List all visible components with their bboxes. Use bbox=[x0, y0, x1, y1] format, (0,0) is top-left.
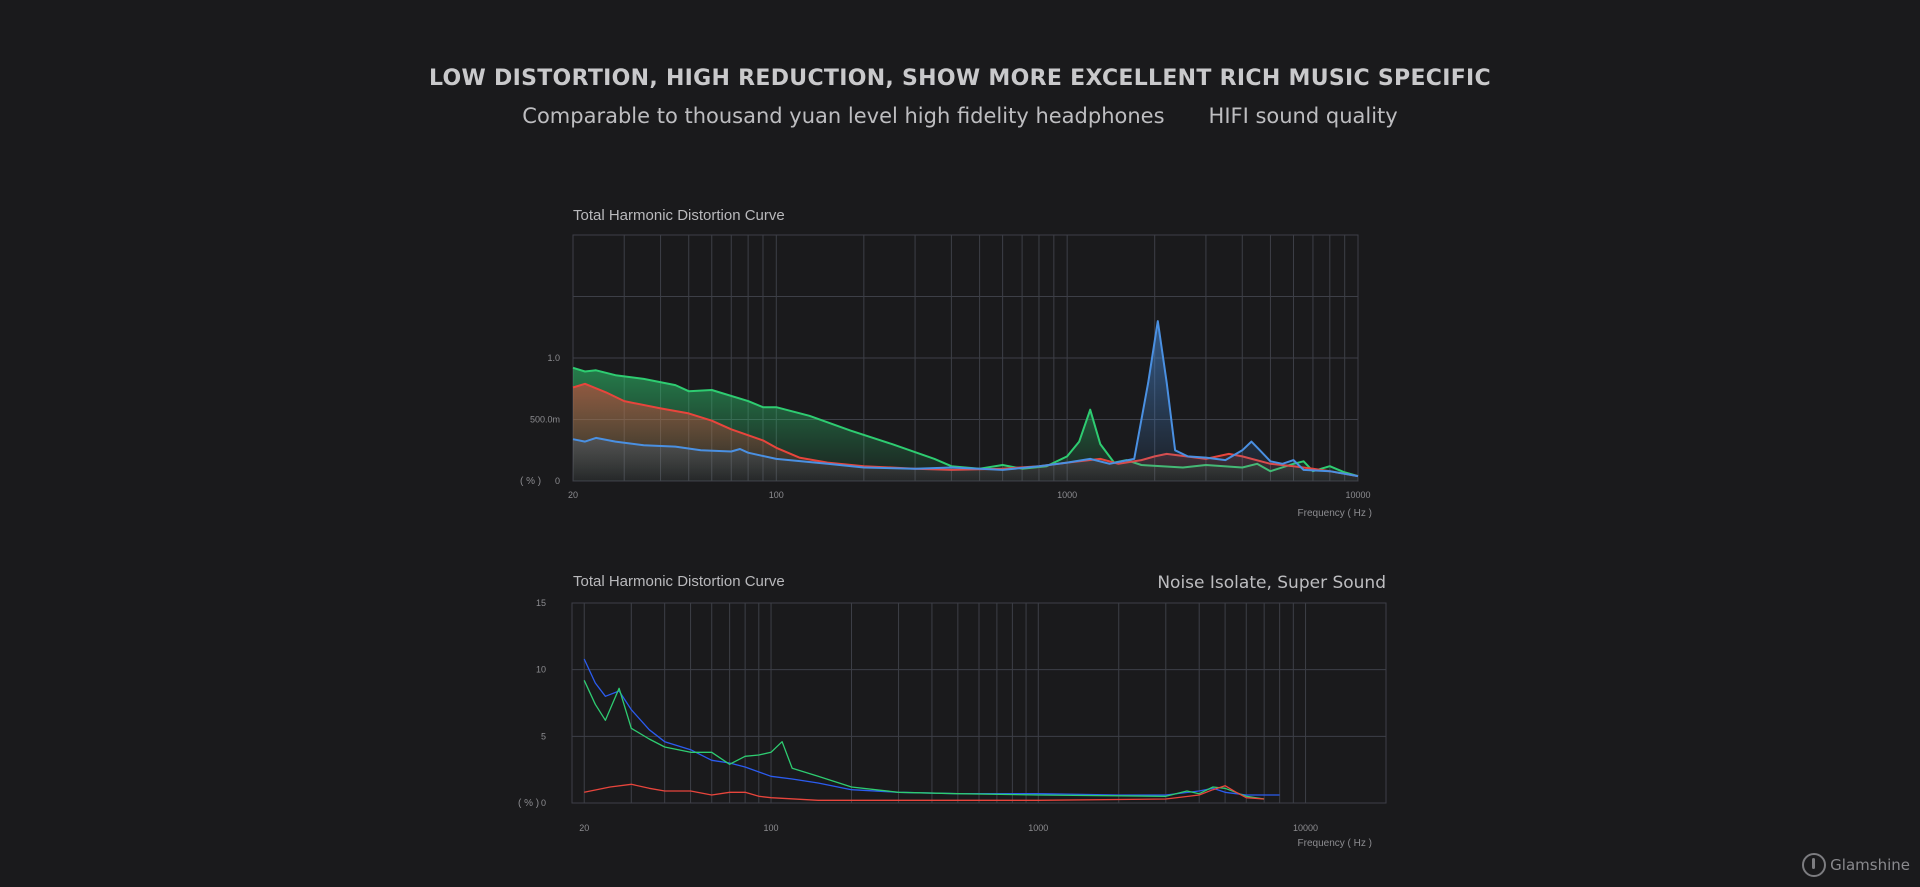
chart-title: Total Harmonic Distortion Curve bbox=[573, 207, 785, 224]
x-tick-label: 100 bbox=[769, 490, 784, 500]
x-tick-label: 100 bbox=[764, 823, 779, 833]
x-tick-label: 20 bbox=[579, 823, 589, 833]
series-line-blue bbox=[572, 320, 1359, 478]
y-tick-label: 15 bbox=[536, 598, 546, 608]
series-line-red bbox=[584, 783, 1265, 801]
x-tick-label: 20 bbox=[568, 490, 578, 500]
brand-logo: Glamshine bbox=[1802, 853, 1910, 877]
y-axis-label: ( % ) bbox=[518, 798, 539, 809]
subline-left: Comparable to thousand yuan level high f… bbox=[522, 104, 1165, 128]
y-tick-label: 0 bbox=[541, 798, 546, 808]
thd-chart-lower: Total Harmonic Distortion Curve Noise Iso… bbox=[518, 573, 1387, 849]
thd-chart-upper: Total Harmonic Distortion Curve 20 100 1000… bbox=[520, 207, 1372, 519]
headphone-note-icon bbox=[1802, 853, 1827, 877]
subline: Comparable to thousand yuan level high f… bbox=[0, 104, 1920, 128]
y-axis-label: ( % ) bbox=[520, 476, 541, 487]
x-tick-label: 1000 bbox=[1028, 823, 1048, 833]
y-tick-label: 0 bbox=[555, 476, 560, 486]
series-area-blue bbox=[573, 321, 1358, 481]
x-axis-label: Frequency ( Hz ) bbox=[1298, 508, 1372, 519]
y-tick-label: 500.0m bbox=[530, 415, 560, 425]
x-axis-label: Frequency ( Hz ) bbox=[1298, 838, 1372, 849]
x-tick-label: 1000 bbox=[1057, 490, 1077, 500]
headline: LOW DISTORTION, HIGH REDUCTION, SHOW MOR… bbox=[429, 66, 1491, 91]
chart-annotation: Noise Isolate, Super Sound bbox=[1157, 573, 1386, 593]
y-tick-label: 5 bbox=[541, 731, 546, 741]
chart-title: Total Harmonic Distortion Curve bbox=[573, 573, 785, 590]
x-tick-label: 10000 bbox=[1345, 490, 1370, 500]
brand-name: Glamshine bbox=[1830, 856, 1910, 874]
series-line-green bbox=[583, 680, 1265, 800]
series-line-blue2 bbox=[583, 658, 1280, 796]
y-tick-label: 10 bbox=[536, 665, 546, 675]
y-tick-label: 1.0 bbox=[547, 353, 560, 363]
subline-right: HIFI sound quality bbox=[1208, 104, 1398, 128]
x-tick-label: 10000 bbox=[1293, 823, 1318, 833]
